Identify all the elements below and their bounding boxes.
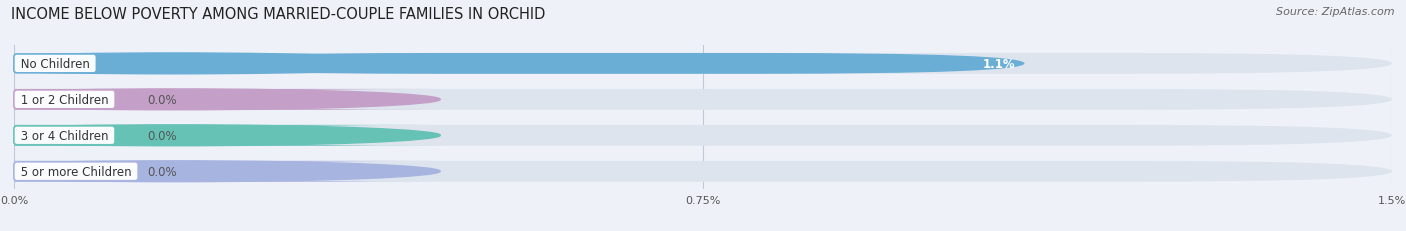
FancyBboxPatch shape [174, 54, 1025, 74]
Text: 0.0%: 0.0% [148, 93, 177, 106]
FancyBboxPatch shape [0, 161, 440, 182]
FancyBboxPatch shape [0, 90, 440, 110]
FancyBboxPatch shape [42, 90, 1392, 110]
Circle shape [0, 90, 440, 110]
Text: 0.0%: 0.0% [148, 129, 177, 142]
Circle shape [0, 161, 440, 182]
Text: 1 or 2 Children: 1 or 2 Children [17, 93, 112, 106]
FancyBboxPatch shape [42, 54, 1392, 74]
Text: 1.1%: 1.1% [983, 58, 1015, 71]
Text: Source: ZipAtlas.com: Source: ZipAtlas.com [1277, 7, 1395, 17]
FancyBboxPatch shape [42, 125, 1392, 146]
Circle shape [0, 54, 440, 74]
Text: INCOME BELOW POVERTY AMONG MARRIED-COUPLE FAMILIES IN ORCHID: INCOME BELOW POVERTY AMONG MARRIED-COUPL… [11, 7, 546, 22]
FancyBboxPatch shape [42, 161, 1392, 182]
FancyBboxPatch shape [0, 125, 440, 146]
Text: 0.0%: 0.0% [148, 165, 177, 178]
Text: 3 or 4 Children: 3 or 4 Children [17, 129, 112, 142]
Circle shape [0, 125, 440, 146]
Text: No Children: No Children [17, 58, 93, 71]
Text: 5 or more Children: 5 or more Children [17, 165, 135, 178]
